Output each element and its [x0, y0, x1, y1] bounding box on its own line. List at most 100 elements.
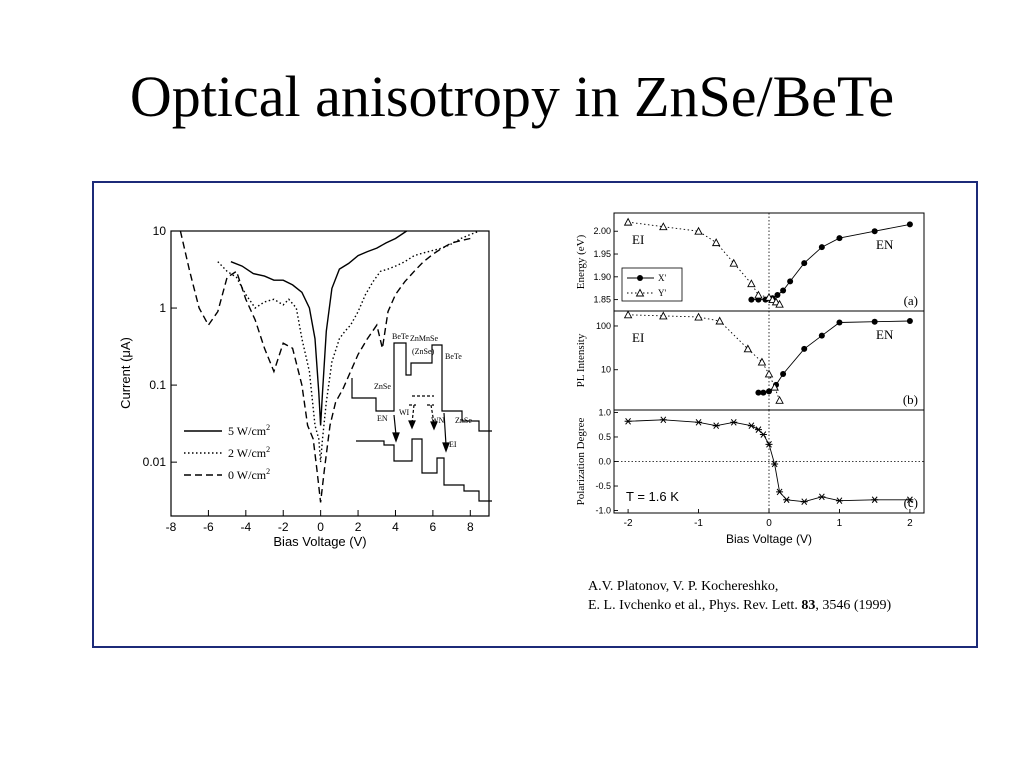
iv-ytick-label: 1: [159, 301, 166, 315]
iv-axes: -8 -6 -4 -2 0 2 4 6 8 10 1 0.1 0.01 Bias Voltage (V) C…: [118, 224, 474, 549]
panel-a-ylabel: Energy (eV): [575, 234, 587, 289]
iv-xtick-label: 8: [467, 520, 474, 534]
band-diagram-inset: [351, 342, 492, 502]
panel-b-marker: [764, 369, 774, 378]
panel-a-legend-marker: [635, 288, 645, 297]
panel-a-region-ei: EI: [632, 232, 644, 247]
inset-arrowhead-wn: [430, 421, 438, 431]
iv-series-group: [179, 230, 480, 503]
panel-b-marker: [659, 311, 668, 320]
panel-b-marker: [757, 357, 767, 366]
panel-b-region-en: EN: [876, 327, 894, 342]
citation-authors: A.V. Platonov, V. P. Kochereshko,: [588, 579, 779, 594]
panel-a-marker: [747, 279, 756, 288]
panel-b-marker: [694, 312, 703, 321]
panel-b-marker: [743, 344, 753, 353]
right-charts: 1.85 1.90 1.95 2.00 Energy (eV) (a) EI EN X' Y' 1…: [575, 212, 925, 546]
panel-c-marker: [906, 496, 914, 504]
inset-label-znse-paren: (ZnSe): [412, 347, 435, 356]
citation-volume: 83: [801, 598, 816, 613]
panel-c-marker: [730, 418, 738, 426]
panel-c-ytick-label: -0.5: [595, 481, 611, 491]
inset-label-bete-right: BeTe: [445, 352, 462, 361]
panel-c-marker: [747, 422, 755, 430]
panel-a-marker: [623, 217, 633, 226]
panel-c-xtick-label: -2: [624, 518, 633, 529]
inset-arrow-wi: [411, 404, 415, 424]
panel-b-marker: [801, 345, 808, 352]
iv-series-line-2: [179, 230, 471, 503]
iv-legend-entry: 5 W/cm2: [228, 423, 270, 438]
iv-legend-entry: 0 W/cm2: [228, 467, 270, 482]
iv-xaxis-label: Bias Voltage (V): [273, 534, 366, 549]
citation: A.V. Platonov, V. P. Kochereshko, E. L. …: [588, 577, 978, 615]
panel-b-marker: [770, 382, 779, 391]
panel-a-legend-marker: [637, 275, 643, 281]
panel-c-tag: (c): [904, 495, 918, 510]
inset-label-wi: WI: [399, 408, 410, 417]
panel-b-marker: [623, 310, 633, 319]
iv-ytick-label: 0.01: [143, 455, 167, 469]
panel-c-ylabel: Polarization Degree: [575, 418, 587, 506]
panel-c-marker: [712, 422, 720, 430]
iv-legend-text: 5 W/cm: [228, 424, 267, 438]
panel-b-marker: [906, 317, 913, 324]
iv-legend-sup: 2: [266, 467, 270, 476]
panel-c-marker: [818, 493, 826, 501]
panel-b-marker: [775, 395, 784, 404]
iv-xtick-label: 0: [317, 520, 324, 534]
inset-well-lines: [409, 395, 434, 406]
inset-label-znmnse: ZnMnSe: [410, 334, 438, 343]
panel-b-marker: [755, 389, 762, 396]
panel-b-series-line-1: [628, 314, 781, 401]
iv-series-line-1: [217, 230, 480, 463]
inset-label-en: EN: [377, 414, 388, 423]
inset-label-znse-right: ZnSe: [455, 416, 472, 425]
panel-c-marker: [783, 496, 791, 504]
panel-a-marker: [774, 292, 781, 299]
panel-b-ytick-label: 100: [596, 321, 611, 331]
panel-a-marker: [754, 290, 763, 299]
panel-b-marker: [715, 316, 724, 325]
inset-arrow-en: [393, 414, 397, 436]
inset-lower-band: [356, 438, 492, 502]
panel-b-marker: [818, 332, 825, 339]
panel-a-ytick-label: 1.95: [593, 249, 611, 259]
inset-label-znse-left: ZnSe: [374, 382, 391, 391]
iv-legend-entry: 2 W/cm2: [228, 445, 270, 460]
iv-legend-sup: 2: [266, 423, 270, 432]
panel-c-xaxis-label: Bias Voltage (V): [726, 532, 812, 546]
inset-arrowhead-wi: [408, 420, 416, 430]
panel-b-ytick-label: 10: [601, 365, 611, 375]
iv-ytick-label: 0.1: [149, 378, 166, 392]
iv-legend-sup: 2: [266, 445, 270, 454]
panel-c-marker: [771, 460, 779, 468]
panel-a-marker: [836, 235, 843, 242]
inset-arrow-ei: [443, 412, 447, 446]
panel-a-ytick-label: 2.00: [593, 226, 611, 236]
panel-a-legend-label: Y': [658, 288, 666, 298]
inset-label-wn: WN: [431, 416, 445, 425]
panel-b-region-ei: EI: [632, 330, 644, 345]
panel-c-ytick-label: 0.5: [598, 432, 611, 442]
panel-a-marker: [871, 228, 878, 235]
panel-a-region-en: EN: [876, 237, 894, 252]
iv-xtick-label: -2: [278, 520, 289, 534]
panel-a-marker: [775, 299, 784, 308]
panel-c-marker: [759, 431, 767, 438]
iv-xtick-label: 6: [430, 520, 437, 534]
iv-yaxis-label: Current (μA): [118, 337, 133, 409]
panel-c-marker: [765, 441, 773, 448]
energy-panel-a: 1.85 1.90 1.95 2.00 Energy (eV) (a) EI EN X' Y': [575, 212, 925, 312]
panel-a-ytick-label: 1.90: [593, 272, 611, 282]
iv-ytick-label: 10: [153, 224, 167, 238]
citation-journal: E. L. Ivchenko et al., Phys. Rev. Lett.: [588, 598, 802, 613]
panel-c-marker: [695, 418, 703, 426]
slide-title: Optical anisotropy in ZnSe/BeTe: [129, 64, 895, 129]
citation-pages-year: , 3546 (1999): [815, 598, 892, 613]
panel-a-marker: [801, 260, 808, 267]
panel-c-marker: [800, 498, 808, 506]
panel-c-ytick-label: 0.0: [598, 457, 611, 467]
iv-series-line-0: [230, 230, 408, 426]
